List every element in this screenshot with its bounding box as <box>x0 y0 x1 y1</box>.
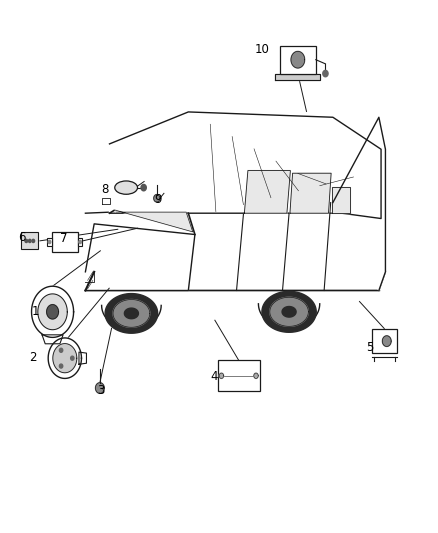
Text: 1: 1 <box>31 305 39 318</box>
Polygon shape <box>48 240 51 244</box>
Polygon shape <box>282 306 296 317</box>
Polygon shape <box>323 70 328 77</box>
Text: 5: 5 <box>367 341 374 354</box>
FancyBboxPatch shape <box>52 232 78 252</box>
Polygon shape <box>47 305 58 319</box>
Polygon shape <box>382 336 391 346</box>
Polygon shape <box>60 348 63 352</box>
Polygon shape <box>48 338 81 378</box>
Ellipse shape <box>115 181 138 195</box>
Polygon shape <box>25 239 28 243</box>
Polygon shape <box>102 198 110 204</box>
Polygon shape <box>276 74 320 80</box>
Polygon shape <box>219 373 224 378</box>
Polygon shape <box>105 294 158 333</box>
Polygon shape <box>79 240 81 244</box>
Polygon shape <box>60 364 63 368</box>
FancyBboxPatch shape <box>280 46 316 74</box>
Polygon shape <box>32 239 35 243</box>
Polygon shape <box>262 292 316 332</box>
Polygon shape <box>291 51 305 68</box>
Polygon shape <box>28 239 31 243</box>
Polygon shape <box>85 224 195 290</box>
Text: 2: 2 <box>29 351 37 364</box>
Polygon shape <box>154 195 160 202</box>
Text: 8: 8 <box>102 183 109 196</box>
Text: 9: 9 <box>154 193 162 206</box>
Polygon shape <box>110 112 381 219</box>
Polygon shape <box>290 173 331 213</box>
Text: 4: 4 <box>211 370 219 383</box>
Polygon shape <box>124 308 138 319</box>
Polygon shape <box>38 294 67 330</box>
Text: 10: 10 <box>254 43 269 55</box>
Polygon shape <box>42 335 63 344</box>
Polygon shape <box>333 117 385 290</box>
Polygon shape <box>71 356 74 360</box>
Polygon shape <box>95 383 104 393</box>
Polygon shape <box>32 286 74 337</box>
FancyBboxPatch shape <box>372 329 397 353</box>
Polygon shape <box>79 352 86 364</box>
FancyBboxPatch shape <box>21 232 38 249</box>
Text: 6: 6 <box>18 231 26 244</box>
Polygon shape <box>141 184 146 191</box>
Polygon shape <box>244 171 290 213</box>
Polygon shape <box>332 187 350 213</box>
Polygon shape <box>115 210 193 232</box>
Polygon shape <box>85 203 385 290</box>
Polygon shape <box>254 373 258 378</box>
FancyBboxPatch shape <box>47 238 52 246</box>
Polygon shape <box>270 297 308 326</box>
Text: 7: 7 <box>60 232 67 245</box>
Polygon shape <box>113 300 150 327</box>
FancyBboxPatch shape <box>78 238 82 246</box>
Text: 3: 3 <box>97 384 104 397</box>
FancyBboxPatch shape <box>218 360 259 391</box>
Polygon shape <box>53 344 77 373</box>
